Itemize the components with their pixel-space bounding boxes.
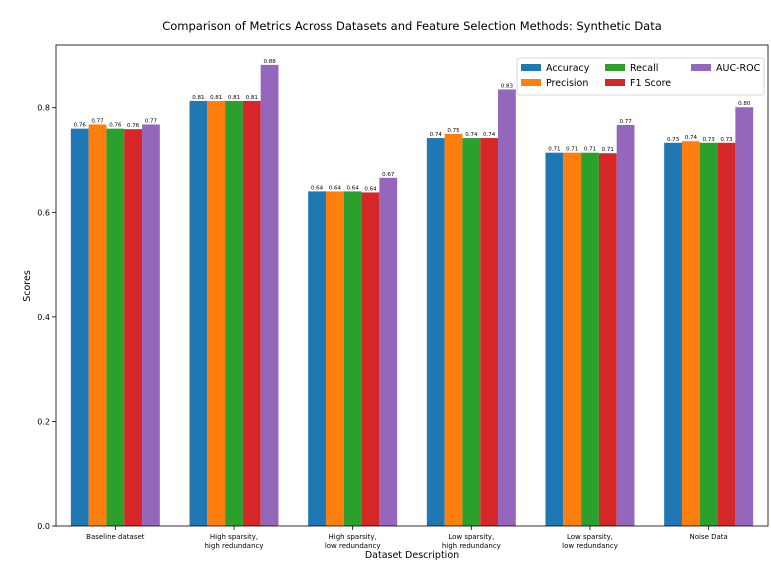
bar-auc-roc-3	[498, 89, 516, 526]
bar-precision-4	[563, 152, 582, 526]
bar-f1-score-4	[598, 153, 617, 527]
bar-value-label: 0.74	[465, 132, 478, 138]
bar-value-label: 0.71	[602, 147, 614, 153]
bar-precision-0	[88, 124, 107, 526]
bar-value-label: 0.73	[667, 137, 680, 143]
legend-item-label: Recall	[630, 63, 658, 74]
bar-value-label: 0.73	[703, 137, 716, 143]
legend-item-label: Accuracy	[546, 63, 590, 74]
bars-layer	[70, 64, 754, 527]
bar-value-label: 0.64	[329, 185, 342, 191]
plot-frame	[55, 44, 769, 527]
bar-value-label: 0.74	[685, 135, 698, 141]
bar-auc-roc-2	[379, 177, 398, 527]
bar-value-label: 0.71	[566, 147, 578, 153]
bar-value-label: 0.73	[720, 137, 733, 143]
bar-value-label: 0.81	[192, 95, 204, 101]
axes-layer: 0.0 0.2 0.4 0.6 0.8 Baseline dataset High spar…	[37, 44, 769, 550]
bar-value-label: 0.71	[584, 147, 596, 153]
x-tick-label: Low sparsity, low redundancy	[562, 533, 618, 550]
bar-accuracy-5	[664, 142, 682, 526]
bar-accuracy-4	[545, 152, 564, 526]
chart-title: Comparison of Metrics Across Datasets an…	[162, 19, 662, 33]
bar-labels-layer: 0.76 0.81 0.64 0.74 0.71 0.73 0.77 0.81 0.64 0.75…	[74, 59, 751, 193]
bar-auc-roc-1	[260, 64, 279, 527]
bar-value-label: 0.83	[501, 83, 514, 89]
bar-auc-roc-5	[735, 107, 754, 526]
bar-value-label: 0.74	[483, 132, 496, 138]
x-tick-label: High sparsity, high redundancy	[205, 533, 264, 550]
bar-precision-5	[681, 141, 700, 526]
bar-value-label: 0.76	[109, 123, 122, 129]
bar-value-label: 0.76	[74, 123, 87, 129]
bar-value-label: 0.67	[382, 172, 395, 178]
bar-auc-roc-4	[616, 124, 635, 527]
legend-item-label: F1 Score	[630, 78, 671, 89]
legend-swatch	[691, 64, 711, 71]
bar-value-label: 0.64	[347, 185, 360, 191]
bar-accuracy-3	[426, 138, 445, 526]
bar-precision-1	[207, 100, 226, 526]
bar-value-label: 0.80	[738, 101, 751, 107]
bar-value-label: 0.77	[619, 119, 632, 125]
y-tick-label: 0.8	[37, 104, 50, 113]
legend-swatch	[521, 64, 541, 71]
bar-accuracy-1	[189, 100, 208, 526]
y-tick-label: 0.2	[37, 417, 50, 426]
y-tick-label: 0.6	[37, 208, 50, 217]
bar-recall-0	[106, 128, 125, 526]
bar-auc-roc-0	[142, 124, 160, 526]
x-tick-label: High sparsity, low redundancy	[325, 533, 381, 550]
bar-recall-3	[462, 138, 481, 526]
bar-value-label: 0.74	[430, 132, 443, 138]
bar-value-label: 0.81	[210, 95, 222, 101]
bar-recall-2	[343, 191, 362, 526]
bar-accuracy-2	[308, 191, 326, 526]
legend-swatch	[605, 64, 625, 71]
bar-value-label: 0.88	[263, 59, 276, 65]
legend: Accuracy Precision Recall F1 Score AUC-ROC	[516, 57, 765, 96]
bar-value-label: 0.77	[145, 118, 158, 124]
x-tick-label: Low sparsity, high redundancy	[442, 533, 501, 550]
bar-value-label: 0.76	[127, 123, 140, 129]
legend-swatch	[521, 79, 541, 86]
bar-recall-1	[225, 100, 243, 526]
bar-f1-score-5	[717, 142, 736, 526]
legend-item-label: AUC-ROC	[716, 63, 761, 74]
x-tick-label: Noise Data	[689, 533, 727, 541]
bar-value-label: 0.77	[91, 118, 104, 124]
bar-f1-score-2	[361, 192, 380, 526]
bar-f1-score-0	[124, 129, 143, 526]
bar-f1-score-1	[242, 100, 261, 526]
bar-recall-4	[581, 152, 599, 526]
bar-precision-2	[325, 191, 344, 526]
bar-accuracy-0	[70, 128, 89, 526]
y-tick-label: 0.0	[37, 522, 50, 531]
bar-precision-3	[444, 133, 463, 526]
bar-recall-5	[699, 142, 718, 526]
bar-value-label: 0.71	[548, 147, 560, 153]
x-axis-label: Dataset Description	[365, 550, 459, 561]
bar-f1-score-3	[480, 138, 499, 526]
bar-value-label: 0.64	[364, 186, 377, 192]
bar-value-label: 0.75	[447, 128, 460, 134]
legend-swatch	[605, 79, 625, 86]
legend-item-label: Precision	[546, 78, 588, 89]
x-tick-label: Baseline dataset	[86, 533, 145, 541]
y-axis-label: Scores	[22, 270, 33, 302]
y-tick-label: 0.4	[37, 313, 50, 322]
bar-value-label: 0.81	[246, 95, 258, 101]
bar-value-label: 0.64	[311, 185, 324, 191]
bar-value-label: 0.81	[228, 95, 240, 101]
